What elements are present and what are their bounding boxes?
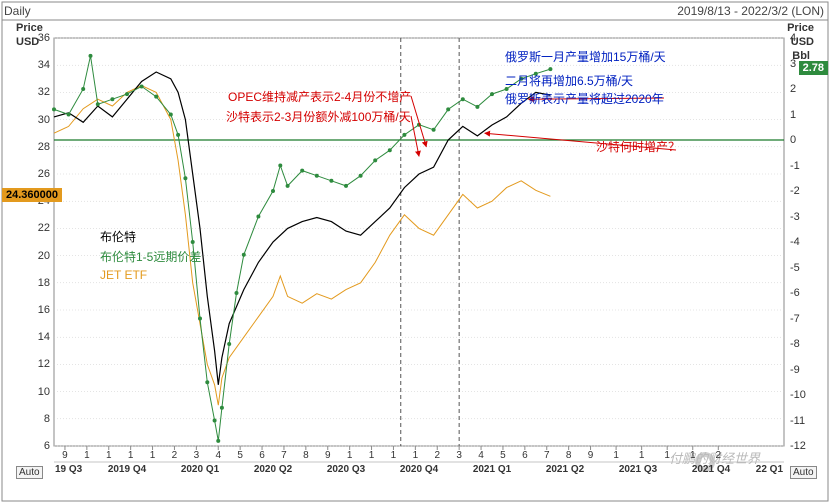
- x-month-tick: 1: [106, 450, 112, 461]
- right-tick: -11: [790, 415, 805, 427]
- legend-item: 布伦特: [100, 228, 136, 245]
- x-quarter-tick: 19 Q3: [55, 464, 82, 475]
- date-range: 2019/8/13 - 2022/3/2 (LON): [677, 4, 824, 18]
- left-tick: 36: [38, 32, 50, 44]
- annotation: 二月将再增加6.5万桶/天: [505, 72, 633, 89]
- x-month-tick: 1: [391, 450, 397, 461]
- x-quarter-tick: 22 Q1: [756, 464, 783, 475]
- x-month-tick: 9: [325, 450, 331, 461]
- annotation: OPEC维持减产表示2-4月份不增产: [228, 88, 411, 105]
- auto-left: Auto: [16, 466, 43, 479]
- left-tick: 34: [38, 59, 50, 71]
- right-tick: 3: [790, 58, 796, 70]
- x-month-tick: 9: [62, 450, 68, 461]
- left-tick: 18: [38, 277, 50, 289]
- left-tick: 30: [38, 114, 50, 126]
- right-tick: -5: [790, 262, 800, 274]
- right-tick: 2: [790, 83, 796, 95]
- annotation: 沙特何时增产？: [596, 138, 680, 155]
- right-tick: 0: [790, 134, 796, 146]
- x-month-tick: 9: [588, 450, 594, 461]
- legend-item: JET ETF: [100, 268, 147, 282]
- x-month-tick: 1: [664, 450, 670, 461]
- left-tick: 22: [38, 222, 50, 234]
- x-month-tick: 2: [434, 450, 440, 461]
- x-month-tick: 4: [478, 450, 484, 461]
- annotation: 沙特表示2-3月份额外减100万桶/天: [226, 108, 411, 125]
- left-tick: 32: [38, 86, 50, 98]
- x-month-tick: 8: [303, 450, 309, 461]
- chart-title: Daily: [4, 4, 31, 18]
- right-tick: -3: [790, 211, 800, 223]
- x-month-tick: 1: [690, 450, 696, 461]
- left-value-box: 24.360000: [2, 188, 62, 202]
- x-month-tick: 3: [194, 450, 200, 461]
- right-tick: -8: [790, 338, 800, 350]
- right-value-box: 2.78: [799, 61, 828, 75]
- x-quarter-tick: 2020 Q4: [400, 464, 438, 475]
- x-month-tick: 2: [172, 450, 178, 461]
- x-month-tick: 7: [544, 450, 550, 461]
- left-tick: 6: [44, 440, 50, 452]
- x-month-tick: 7: [281, 450, 287, 461]
- x-quarter-tick: 2020 Q2: [254, 464, 292, 475]
- x-month-tick: 1: [128, 450, 134, 461]
- x-quarter-tick: 2021 Q1: [473, 464, 511, 475]
- x-month-tick: 2: [716, 450, 722, 461]
- right-tick: -9: [790, 364, 800, 376]
- left-tick: 10: [38, 386, 50, 398]
- right-tick: -7: [790, 313, 800, 325]
- x-month-tick: 5: [237, 450, 243, 461]
- x-month-tick: 6: [259, 450, 265, 461]
- right-tick: 1: [790, 109, 796, 121]
- x-month-tick: 1: [613, 450, 619, 461]
- left-tick: 14: [38, 331, 50, 343]
- x-month-tick: 6: [522, 450, 528, 461]
- left-tick: 28: [38, 141, 50, 153]
- x-month-tick: 1: [369, 450, 375, 461]
- right-tick: -2: [790, 185, 800, 197]
- left-tick: 26: [38, 168, 50, 180]
- left-tick: 8: [44, 413, 50, 425]
- x-quarter-tick: 2020 Q1: [181, 464, 219, 475]
- left-tick: 12: [38, 358, 50, 370]
- x-month-tick: 1: [150, 450, 156, 461]
- x-month-tick: 3: [456, 450, 462, 461]
- x-quarter-tick: 2021 Q4: [692, 464, 730, 475]
- x-month-tick: 4: [215, 450, 221, 461]
- x-quarter-tick: 2019 Q4: [108, 464, 146, 475]
- right-tick: -1: [790, 160, 800, 172]
- right-tick: 4: [790, 32, 796, 44]
- left-axis-unit: USD: [16, 36, 39, 48]
- right-tick: -6: [790, 287, 800, 299]
- x-month-tick: 1: [639, 450, 645, 461]
- left-tick: 20: [38, 250, 50, 262]
- x-quarter-tick: 2020 Q3: [327, 464, 365, 475]
- legend-item: 布伦特1-5远期价差: [100, 248, 201, 265]
- x-quarter-tick: 2021 Q3: [619, 464, 657, 475]
- x-quarter-tick: 2021 Q2: [546, 464, 584, 475]
- x-month-tick: 1: [347, 450, 353, 461]
- x-month-tick: 8: [566, 450, 572, 461]
- right-tick: -12: [790, 440, 806, 452]
- annotation: 俄罗斯表示产量将超过2020年: [505, 90, 664, 107]
- right-tick: -4: [790, 236, 800, 248]
- x-month-tick: 1: [84, 450, 90, 461]
- right-tick: -10: [790, 389, 806, 401]
- x-month-tick: 5: [500, 450, 506, 461]
- left-tick: 16: [38, 304, 50, 316]
- x-month-tick: 1: [413, 450, 419, 461]
- annotation: 俄罗斯一月产量增加15万桶/天: [505, 48, 666, 65]
- auto-right: Auto: [790, 466, 817, 479]
